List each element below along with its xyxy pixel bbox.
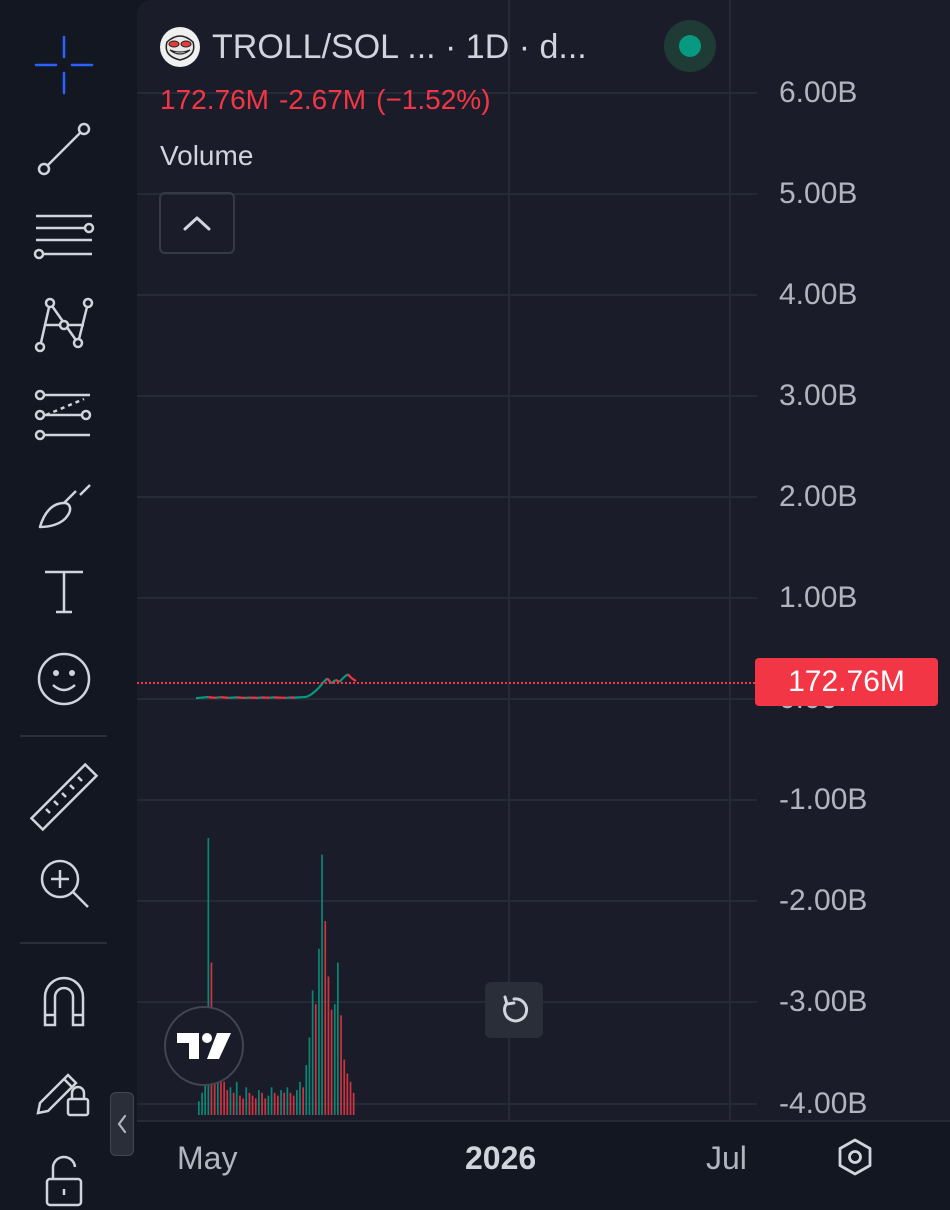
volume-bar — [226, 1090, 228, 1115]
last-volume-value: 172.76M — [160, 84, 269, 115]
volume-bar — [302, 1087, 304, 1115]
volume-bar — [239, 1096, 241, 1115]
volume-bar — [230, 1087, 232, 1115]
volume-bar — [252, 1096, 254, 1115]
volume-bar — [287, 1087, 289, 1115]
status-dot-icon — [679, 35, 701, 57]
symbol-title[interactable]: TROLL/SOL ... · 1D · d... — [160, 24, 587, 70]
indicator-label[interactable]: Volume — [160, 140, 253, 172]
volume-bar — [324, 921, 326, 1115]
volume-change: -2.67M — [279, 84, 366, 115]
x-axis-label: May — [177, 1140, 237, 1176]
tradingview-logo[interactable] — [164, 1006, 244, 1086]
y-axis-label: -2.00B — [779, 884, 867, 918]
reset-chart-button[interactable] — [485, 982, 543, 1038]
reset-icon — [499, 995, 529, 1025]
volume-change-percent: (−1.52%) — [376, 84, 490, 115]
time-axis[interactable] — [137, 1120, 950, 1200]
volume-bar — [280, 1090, 282, 1115]
volume-bar — [223, 1082, 225, 1115]
volume-bar — [350, 1082, 352, 1115]
volume-bar — [337, 963, 339, 1115]
volume-bar — [312, 990, 314, 1115]
volume-bar — [204, 1082, 206, 1115]
volume-bar — [201, 1093, 203, 1115]
y-axis-label: 5.00B — [779, 177, 857, 211]
price-candle — [344, 674, 348, 677]
volume-bar — [290, 1093, 292, 1115]
tradingview-logo-icon — [177, 1031, 231, 1061]
volume-bar — [249, 1093, 251, 1115]
volume-bar — [353, 1093, 355, 1115]
coin-logo-icon — [160, 27, 200, 67]
price-candle — [307, 695, 311, 697]
volume-bar — [233, 1093, 235, 1115]
y-axis-label: 4.00B — [779, 278, 857, 312]
price-candle — [352, 678, 356, 681]
y-axis-label: 3.00B — [779, 379, 857, 413]
volume-values: 172.76M -2.67M (−1.52%) — [160, 84, 501, 116]
y-axis-label: 1.00B — [779, 581, 857, 615]
volume-bar — [242, 1098, 244, 1115]
volume-bar — [236, 1082, 238, 1115]
price-candle — [217, 697, 221, 698]
chart-settings-button[interactable] — [832, 1134, 878, 1180]
volume-bar — [293, 1096, 295, 1115]
current-price-line — [137, 682, 755, 684]
volume-bar — [283, 1093, 285, 1115]
current-price-tag: 172.76M — [755, 658, 938, 706]
volume-bar — [334, 1004, 336, 1115]
volume-bar — [245, 1087, 247, 1115]
volume-bar — [198, 1101, 200, 1115]
volume-bar — [268, 1096, 270, 1115]
volume-bar — [315, 1004, 317, 1115]
collapse-toolbar-button[interactable] — [110, 1092, 134, 1156]
volume-bar — [299, 1082, 301, 1115]
volume-bar — [328, 977, 330, 1116]
volume-bar — [296, 1090, 298, 1115]
volume-bar — [321, 855, 323, 1115]
y-axis-label: -1.00B — [779, 783, 867, 817]
collapse-legend-button[interactable] — [159, 192, 235, 254]
volume-bar — [340, 1015, 342, 1115]
y-axis-label: 2.00B — [779, 480, 857, 514]
y-axis-label: 6.00B — [779, 76, 857, 110]
market-status[interactable] — [664, 20, 716, 72]
volume-bar — [343, 1060, 345, 1115]
y-axis-label: -3.00B — [779, 985, 867, 1019]
price-candle — [315, 688, 319, 692]
settings-hexagon-icon — [835, 1137, 875, 1177]
volume-bar — [274, 1093, 276, 1115]
y-axis-label: -4.00B — [779, 1087, 867, 1121]
symbol-text: TROLL/SOL ... · 1D · d... — [212, 28, 587, 67]
volume-bar — [347, 1074, 349, 1116]
volume-bar — [318, 949, 320, 1115]
volume-bar — [331, 1010, 333, 1115]
chevron-left-icon — [116, 1114, 128, 1134]
chevron-up-icon — [182, 214, 212, 232]
volume-bar — [255, 1098, 257, 1115]
volume-bar — [305, 1065, 307, 1115]
volume-bar — [277, 1096, 279, 1115]
price-candle — [311, 692, 315, 695]
price-candle — [208, 697, 212, 698]
volume-bar — [261, 1093, 263, 1115]
volume-bar — [264, 1098, 266, 1115]
price-candle — [348, 674, 352, 678]
volume-bar — [271, 1087, 273, 1115]
volume-bar — [258, 1090, 260, 1115]
x-axis-label: Jul — [706, 1140, 747, 1176]
x-axis-label: 2026 — [465, 1140, 536, 1176]
volume-bar — [309, 1037, 311, 1115]
